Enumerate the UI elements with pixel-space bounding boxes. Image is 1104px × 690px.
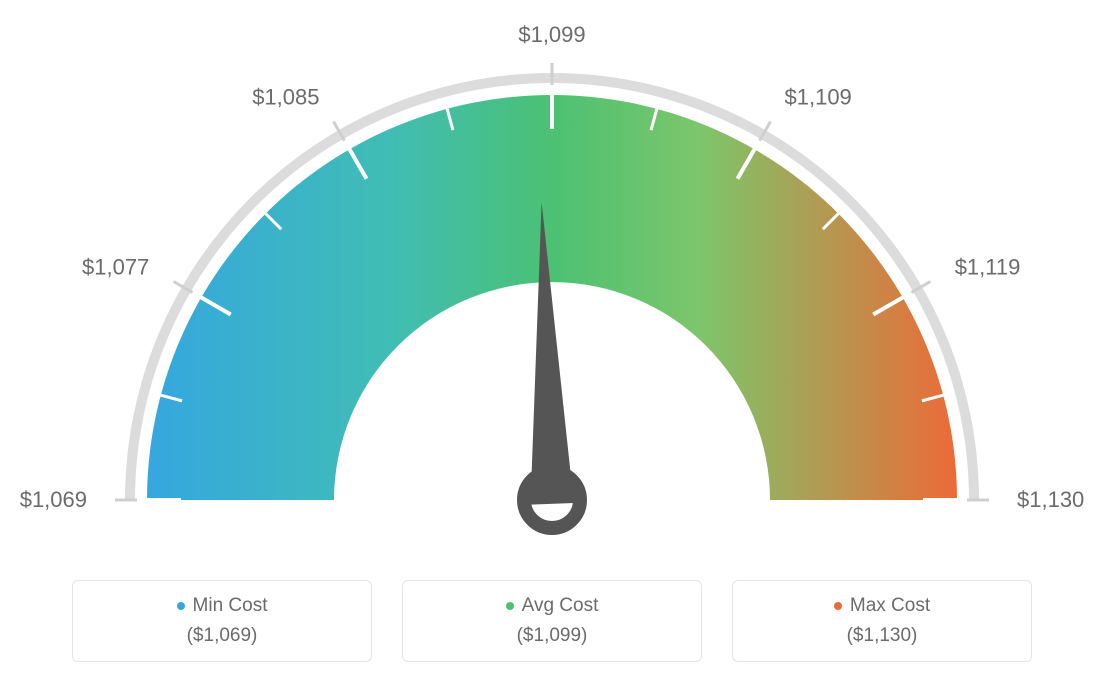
- gauge-svg: $1,069 $1,077 $1,085 $1,099 $1,109 $1,119 $1,1…: [20, 20, 1084, 560]
- legend-avg-value: ($1,099): [423, 625, 681, 647]
- gauge-tick-label: $1,119: [955, 255, 1021, 280]
- legend-min: Min Cost ($1,069): [72, 580, 372, 662]
- gauge-tick-label: $1,109: [785, 84, 852, 109]
- legend-max: Max Cost ($1,130): [732, 580, 1032, 662]
- legend-avg-label: Avg Cost: [522, 595, 599, 617]
- gauge-tick-label: $1,085: [252, 84, 319, 109]
- legend-min-value: ($1,069): [93, 625, 351, 647]
- dot-icon: [177, 602, 185, 610]
- legend-min-label: Min Cost: [193, 595, 268, 617]
- gauge-tick-label: $1,077: [82, 255, 149, 280]
- gauge-chart: $1,069 $1,077 $1,085 $1,099 $1,109 $1,119 $1,1…: [20, 20, 1084, 662]
- legend-max-label: Max Cost: [850, 595, 930, 617]
- legend-row: Min Cost ($1,069) Avg Cost ($1,099) Max …: [20, 580, 1084, 662]
- gauge-tick-label: $1,069: [20, 487, 87, 512]
- dot-icon: [834, 602, 842, 610]
- gauge-tick-label: $1,130: [1017, 487, 1084, 512]
- dot-icon: [506, 602, 514, 610]
- legend-avg: Avg Cost ($1,099): [402, 580, 702, 662]
- gauge-tick-label: $1,099: [518, 22, 585, 47]
- legend-max-value: ($1,130): [753, 625, 1011, 647]
